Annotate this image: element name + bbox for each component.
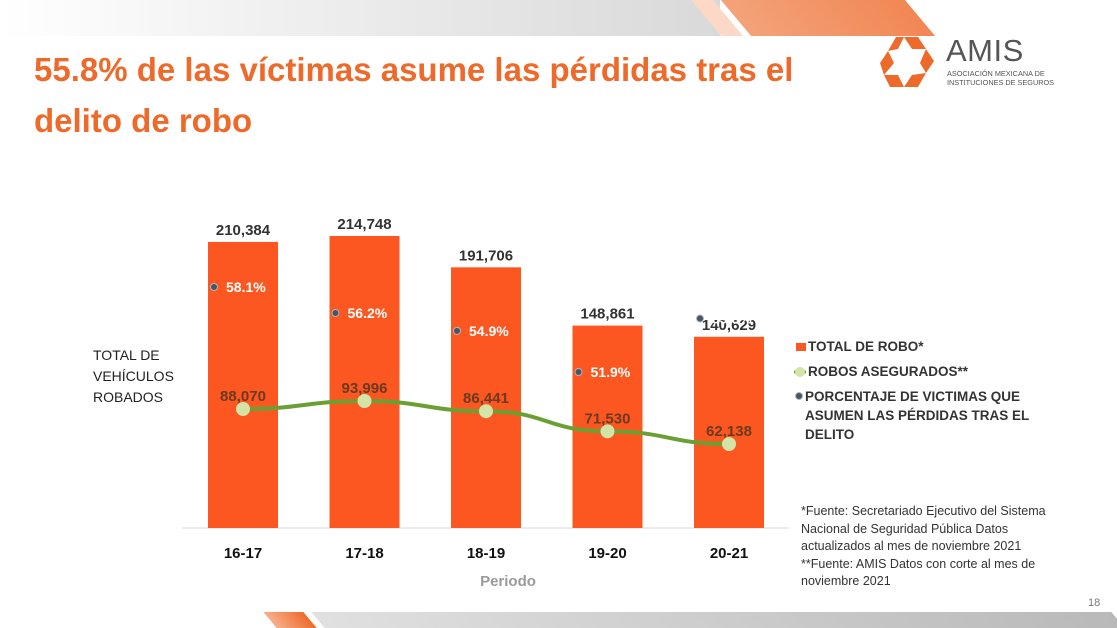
bar-total-robo (329, 236, 400, 528)
source-note-1: *Fuente: Secretariado Ejecutivo del Sist… (801, 504, 1046, 553)
pct-marker (331, 309, 340, 318)
pct-marker (696, 314, 704, 323)
logo-subtitle-line2: INSTITUCIONES DE SEGUROS (947, 78, 1055, 87)
pct-marker (574, 368, 583, 376)
line-point-asegurados (722, 437, 736, 451)
bar-value-label: 214,748 (337, 216, 391, 233)
logo-subtitle-line1: ASOCIACIÓN MEXICANA DE (947, 69, 1045, 78)
legend-bar-swatch (796, 343, 806, 351)
line-value-label: 71,530 (585, 410, 631, 427)
bar-total-robo (451, 267, 521, 528)
pct-value-label: 58.1% (226, 279, 266, 295)
bar-value-label: 140,629 (702, 317, 756, 334)
line-point-asegurados (357, 394, 372, 408)
x-tick-label: 17-18 (345, 545, 383, 562)
source-notes: *Fuente: Secretariado Ejecutivo del Sist… (801, 503, 1081, 591)
legend-item-asegurados: ROBOS ASEGURADOS** (794, 362, 1044, 381)
x-tick-label: 20-21 (710, 545, 748, 562)
legend-dot-swatch (795, 392, 803, 400)
amis-logo-icon (880, 37, 934, 87)
bar-total-robo (694, 336, 764, 528)
top-decorative-band (0, 0, 1117, 36)
x-tick-label: 19-20 (588, 545, 626, 562)
logo-name: AMIS (946, 33, 1024, 68)
legend-item-total: TOTAL DE ROBO* (794, 337, 1044, 356)
x-tick-label: 18-19 (467, 545, 505, 562)
source-note-2: **Fuente: AMIS Datos con corte al mes de… (801, 556, 1036, 589)
line-value-label: 62,138 (706, 423, 752, 440)
x-axis-title: Periodo (480, 573, 536, 590)
y-axis-title: TOTAL DE VEHÍCULOS ROBADOS (93, 347, 174, 405)
legend-label-porcentaje: PORCENTAJE DE VICTIMAS QUE ASUMEN LAS PÉ… (805, 389, 1030, 442)
logo-subtitle: ASOCIACIÓN MEXICANA DE INSTITUCIONES DE … (947, 69, 1067, 87)
legend-line-swatch (794, 367, 806, 377)
bar-value-label: 210,384 (216, 222, 271, 239)
line-point-asegurados (600, 424, 615, 439)
legend-item-porcentaje: PORCENTAJE DE VICTIMAS QUE ASUMEN LAS PÉ… (794, 387, 1044, 444)
pct-marker (210, 283, 218, 291)
bar-total-robo (208, 241, 278, 528)
pct-value-label: 54.9% (469, 323, 509, 339)
legend-label-asegurados: ROBOS ASEGURADOS** (808, 364, 969, 379)
bar-value-label: 191,706 (459, 247, 513, 264)
line-value-label: 93,996 (342, 380, 388, 397)
legend-label-total: TOTAL DE ROBO* (808, 339, 924, 354)
page-number: 18 (1088, 597, 1101, 609)
pct-marker (453, 326, 461, 335)
legend: TOTAL DE ROBO* ROBOS ASEGURADOS** PORCEN… (794, 337, 1044, 444)
x-tick-label: 16-17 (224, 545, 262, 562)
line-point-asegurados (479, 404, 493, 419)
slide-title: 55.8% de las víctimas asume las pérdidas… (34, 51, 794, 139)
line-value-label: 86,441 (463, 390, 509, 407)
line-value-label: 88,070 (220, 388, 266, 405)
bar-value-label: 148,861 (580, 306, 634, 323)
pct-value-label: 56.2% (348, 305, 388, 321)
pct-value-label: 55.8% (712, 311, 752, 327)
line-point-asegurados (236, 401, 250, 416)
pct-value-label: 51.9% (591, 364, 631, 380)
bottom-decorative-band (0, 612, 1117, 628)
